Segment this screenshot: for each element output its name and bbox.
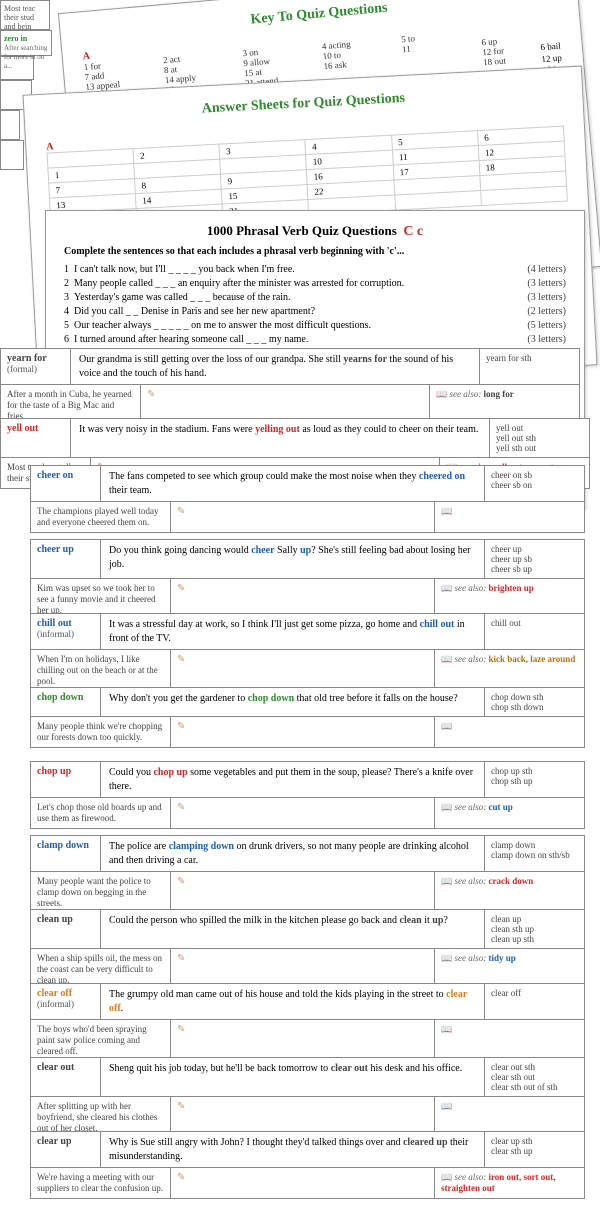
pencil-icon: ✎ [171, 1020, 434, 1060]
entry-card: chop down Why don't you get the gardener… [30, 687, 585, 748]
frag-card-2 [0, 110, 20, 140]
entry-example: Many people think we're chopping our for… [31, 717, 171, 747]
pencil-icon: ✎ [171, 872, 434, 912]
entry-example: Many people want the police to clamp dow… [31, 872, 171, 912]
entry-forms: clean up clean sth up clean up sth [484, 910, 584, 948]
entry-seealso: 📖 see also: kick back, laze around [434, 650, 584, 690]
entry-term: cheer up [31, 540, 101, 578]
pencil-icon: ✎ [171, 798, 434, 828]
entry-term: clear off(informal) [31, 984, 101, 1019]
entry-forms: clear off [484, 984, 584, 1019]
entry-card: clear off(informal) The grumpy old man c… [30, 983, 585, 1061]
entry-example: When I'm on holidays, I like chilling ou… [31, 650, 171, 690]
entry-forms: chop down sth chop sth down [484, 688, 584, 716]
entry-forms: chill out [484, 614, 584, 649]
entry-forms: clamp down clamp down on sth/sb [484, 836, 584, 871]
entry-term: cheer on [31, 466, 101, 501]
entry-term: clear out [31, 1058, 101, 1096]
entry-forms: clear out sth clear sth out clear sth ou… [484, 1058, 584, 1096]
entry-seealso: 📖 see also: cut up [434, 798, 584, 828]
frag-card-3 [0, 140, 24, 170]
entry-card: clean up Could the person who spilled th… [30, 909, 585, 990]
entry-example: Let's chop those old boards up and use t… [31, 798, 171, 828]
entry-example: The boys who'd been spraying paint saw p… [31, 1020, 171, 1060]
entry-term: chop up [31, 762, 101, 797]
entry-forms: clear up sth clear sth up [484, 1132, 584, 1167]
entry-forms: cheer up cheer up sb cheer sb up [484, 540, 584, 578]
entry-sentence: The fans competed to see which group cou… [101, 466, 484, 501]
yearn-forms: yearn for sth [479, 349, 579, 384]
quiz-cc: C c [403, 224, 423, 239]
entry-forms: cheer on sb cheer sb on [484, 466, 584, 501]
entry-term: chill out(informal) [31, 614, 101, 649]
entry-card: clamp down The police are clamping down … [30, 835, 585, 913]
entry-sentence: Could you chop up some vegetables and pu… [101, 762, 484, 797]
yearn-term: yearn for(formal) [1, 349, 71, 384]
entry-seealso: 📖 [434, 1020, 584, 1060]
entry-sentence: Could the person who spilled the milk in… [101, 910, 484, 948]
yell-forms: yell out yell out sth yell sth out [489, 419, 589, 457]
pencil-icon: ✎ [171, 502, 434, 532]
frag-card: Most teactheir studand bein [0, 0, 50, 30]
quiz-title: 1000 Phrasal Verb Quiz Questions C c [64, 223, 566, 240]
entry-term: clean up [31, 910, 101, 948]
quiz-instructions: Complete the sentences so that each incl… [64, 246, 566, 257]
entry-sentence: Why don't you get the gardener to chop d… [101, 688, 484, 716]
entry-card: clear up Why is Sue still angry with Joh… [30, 1131, 585, 1199]
entry-card: cheer up Do you think going dancing woul… [30, 539, 585, 620]
entry-card: cheer on The fans competed to see which … [30, 465, 585, 533]
pencil-icon: ✎ [171, 650, 434, 690]
entry-seealso: 📖 see also: iron out, sort out, straight… [434, 1168, 584, 1198]
entry-sentence: Sheng quit his job today, but he'll be b… [101, 1058, 484, 1096]
entry-sentence: Do you think going dancing would cheer S… [101, 540, 484, 578]
yell-term: yell out [1, 419, 71, 457]
entry-sentence: Why is Sue still angry with John? I thou… [101, 1132, 484, 1167]
entry-term: chop down [31, 688, 101, 716]
pencil-icon: ✎ [171, 1168, 434, 1198]
entry-seealso: 📖 see also: crack down [434, 872, 584, 912]
entry-card: clear out Sheng quit his job today, but … [30, 1057, 585, 1138]
entry-sentence: The police are clamping down on drunk dr… [101, 836, 484, 871]
entry-seealso: 📖 [434, 717, 584, 747]
entry-forms: chop up sth chop sth up [484, 762, 584, 797]
entry-seealso: 📖 [434, 502, 584, 532]
entry-sentence: The grumpy old man came out of his house… [101, 984, 484, 1019]
entry-sentence: It was a stressful day at work, so I thi… [101, 614, 484, 649]
zero-card: zero inAfter searching for more in on a.… [0, 30, 52, 56]
entry-term: clear up [31, 1132, 101, 1167]
entry-example: The champions played well today and ever… [31, 502, 171, 532]
yell-sentence: It was very noisy in the stadium. Fans w… [71, 419, 489, 457]
yearn-sentence: Our grandma is still getting over the lo… [71, 349, 479, 384]
entry-example: We're having a meeting with our supplier… [31, 1168, 171, 1198]
entry-card: chill out(informal) It was a stressful d… [30, 613, 585, 691]
entry-card: chop up Could you chop up some vegetable… [30, 761, 585, 829]
entry-term: clamp down [31, 836, 101, 871]
yearn-card: yearn for(formal) Our grandma is still g… [0, 348, 580, 426]
pencil-icon: ✎ [171, 717, 434, 747]
